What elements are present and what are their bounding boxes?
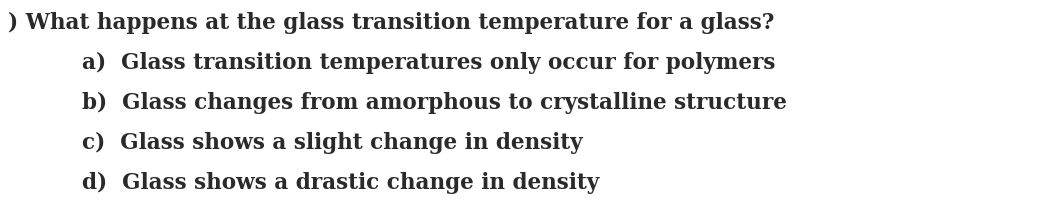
Text: b)  Glass changes from amorphous to crystalline structure: b) Glass changes from amorphous to cryst… xyxy=(82,92,787,114)
Text: ) What happens at the glass transition temperature for a glass?: ) What happens at the glass transition t… xyxy=(8,12,775,34)
Text: a)  Glass transition temperatures only occur for polymers: a) Glass transition temperatures only oc… xyxy=(82,52,776,74)
Text: c)  Glass shows a slight change in density: c) Glass shows a slight change in densit… xyxy=(82,132,583,154)
Text: d)  Glass shows a drastic change in density: d) Glass shows a drastic change in densi… xyxy=(82,172,600,194)
